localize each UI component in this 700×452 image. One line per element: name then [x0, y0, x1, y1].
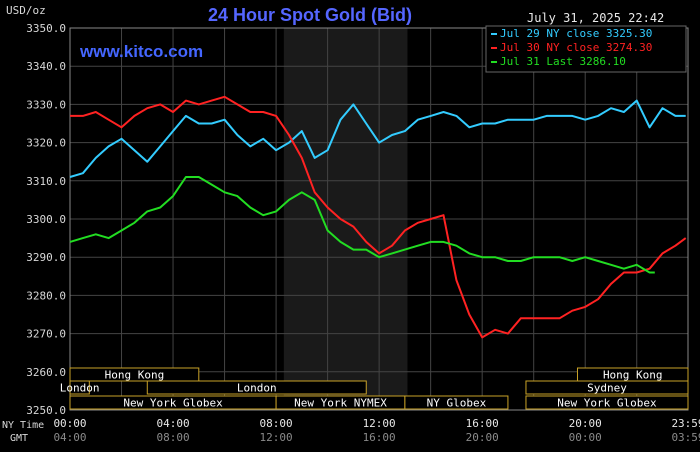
plot-frame [69, 27, 689, 411]
chart-title: 24 Hour Spot Gold (Bid) [208, 5, 412, 25]
x-tick-gmt: 03:59 [671, 431, 700, 444]
x-tick-gmt: 04:00 [53, 431, 86, 444]
x-tick-gmt: 08:00 [156, 431, 189, 444]
x-tick-ny: 08:00 [260, 417, 293, 430]
x-tick-ny: 16:00 [466, 417, 499, 430]
legend-entry: Jul 31 Last 3286.10 [500, 55, 626, 68]
series-lines [69, 95, 687, 339]
session-bar [69, 380, 90, 395]
session-label: New York NYMEX [294, 397, 387, 410]
session-bar [404, 395, 509, 410]
datetime-label: July 31, 2025 22:42 [527, 11, 664, 25]
y-tick-label: 3250.0 [26, 404, 66, 417]
session-bar [146, 380, 367, 395]
session-label: London [60, 382, 100, 395]
y-tick-label: 3340.0 [26, 60, 66, 73]
x-tick-gmt: 20:00 [466, 431, 499, 444]
y-tick-labels: 3350.0 3340.0 3330.0 3320.0 3310.0 3300.0 3290… [26, 22, 66, 417]
session-bar [69, 367, 200, 382]
series-line [69, 176, 655, 274]
y-tick-label: 3330.0 [26, 98, 66, 111]
x-tick-ny: 23:59 [671, 417, 700, 430]
session-bar [525, 395, 689, 410]
y-axis-unit: USD/oz [6, 4, 46, 17]
session-label: New York Globex [123, 397, 223, 410]
y-tick-label: 3320.0 [26, 137, 66, 150]
x-tick-ny: 04:00 [156, 417, 189, 430]
session-label: Hong Kong [105, 369, 165, 382]
x-tick-gmt: 16:00 [363, 431, 396, 444]
series-line [70, 95, 687, 339]
ny-time-label: NY Time [2, 420, 44, 431]
y-tick-label: 3270.0 [26, 328, 66, 341]
gmt-label: GMT [10, 433, 28, 444]
x-tick-ny: 00:00 [53, 417, 86, 430]
y-tick-label: 3310.0 [26, 175, 66, 188]
session-label: London [237, 382, 277, 395]
series-line [69, 99, 686, 178]
session-label: NY Globex [427, 397, 487, 410]
x-tick-gmt: 12:00 [260, 431, 293, 444]
y-tick-label: 3300.0 [26, 213, 66, 226]
y-tick-label: 3260.0 [26, 366, 66, 379]
session-bar [525, 380, 689, 395]
x-tick-ny: 20:00 [569, 417, 602, 430]
y-tick-label: 3290.0 [26, 251, 66, 264]
y-tick-label: 3280.0 [26, 289, 66, 302]
legend-entry: Jul 29 NY close 3325.30 [500, 27, 652, 40]
website-label: www.kitco.com [79, 42, 203, 61]
y-tick-label: 3350.0 [26, 22, 66, 35]
session-label: New York Globex [557, 397, 657, 410]
x-tick-gmt: 00:00 [569, 431, 602, 444]
session-label: Hong Kong [603, 369, 663, 382]
market-sessions: Hong Kong Hong Kong London London Sydney New … [60, 367, 689, 410]
session-label: Sydney [587, 382, 627, 395]
legend-entry: Jul 30 NY close 3274.30 [500, 41, 652, 54]
x-tick-ny: 12:00 [363, 417, 396, 430]
x-tick-labels: 00:0004:0008:0012:0016:0020:0023:5904:00… [53, 417, 700, 444]
legend-box [485, 25, 687, 73]
